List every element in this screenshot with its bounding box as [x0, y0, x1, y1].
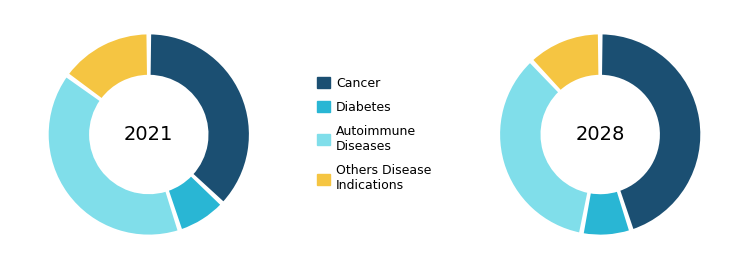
Wedge shape — [499, 62, 589, 233]
Wedge shape — [150, 33, 250, 203]
Text: 2021: 2021 — [124, 125, 174, 144]
Text: 2028: 2028 — [575, 125, 625, 144]
Wedge shape — [48, 76, 179, 236]
Wedge shape — [168, 175, 222, 230]
Wedge shape — [532, 33, 599, 91]
Wedge shape — [583, 190, 630, 236]
Wedge shape — [67, 33, 148, 100]
Legend: Cancer, Diabetes, Autoimmune
Diseases, Others Disease
Indications: Cancer, Diabetes, Autoimmune Diseases, O… — [312, 72, 437, 197]
Wedge shape — [601, 33, 701, 230]
